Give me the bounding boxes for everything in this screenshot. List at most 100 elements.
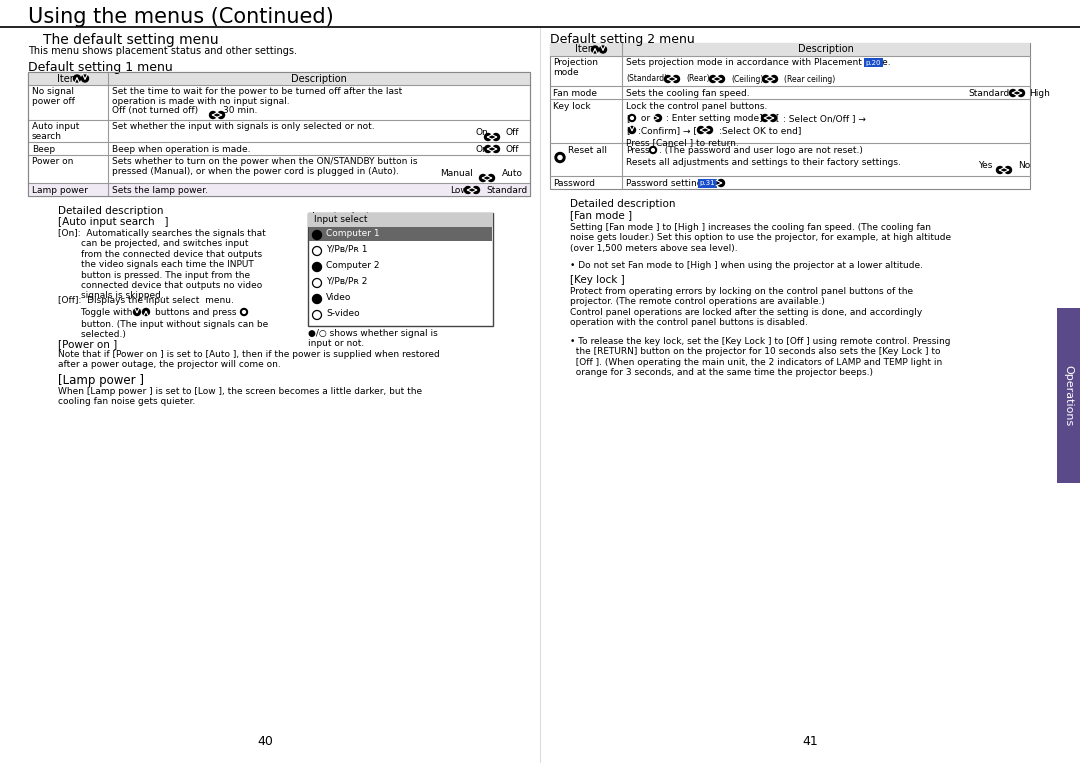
Circle shape <box>599 46 607 53</box>
Text: [Off]:  Displays the Input select  menu.: [Off]: Displays the Input select menu. <box>58 296 234 305</box>
Circle shape <box>312 295 322 304</box>
Circle shape <box>629 114 635 121</box>
FancyBboxPatch shape <box>550 43 1030 56</box>
Circle shape <box>705 127 713 134</box>
FancyBboxPatch shape <box>550 43 1030 189</box>
Circle shape <box>664 76 672 82</box>
Text: Beep: Beep <box>32 145 55 154</box>
Text: Note that if [Power on ] is set to [Auto ], then if the power is supplied when r: Note that if [Power on ] is set to [Auto… <box>58 350 440 369</box>
Text: p.31: p.31 <box>700 181 715 186</box>
Circle shape <box>631 117 633 119</box>
Text: (Standard): (Standard) <box>626 75 667 83</box>
Text: : Enter setting mode] → [: : Enter setting mode] → [ <box>666 114 780 123</box>
Text: Computer 2: Computer 2 <box>326 261 379 270</box>
Text: Key lock: Key lock <box>553 102 591 111</box>
FancyBboxPatch shape <box>28 72 530 85</box>
Text: Standard: Standard <box>486 186 527 195</box>
FancyBboxPatch shape <box>308 213 492 227</box>
Text: [Key lock ]: [Key lock ] <box>570 275 624 285</box>
Text: p.20: p.20 <box>866 60 881 66</box>
Text: Projection
mode: Projection mode <box>553 58 598 77</box>
Text: When [Lamp power ] is set to [Low ], the screen becomes a little darker, but the: When [Lamp power ] is set to [Low ], the… <box>58 387 422 407</box>
FancyBboxPatch shape <box>28 72 530 196</box>
FancyBboxPatch shape <box>309 227 492 241</box>
Text: Low: Low <box>450 186 468 195</box>
Text: Manual: Manual <box>440 169 473 178</box>
Text: • Do not set Fan mode to [High ] when using the projector at a lower altitude.: • Do not set Fan mode to [High ] when us… <box>570 261 923 270</box>
Text: Detailed description: Detailed description <box>58 206 163 216</box>
Text: Sets projection mode in accordance with Placement Style.: Sets projection mode in accordance with … <box>626 58 891 67</box>
Text: buttons and press: buttons and press <box>156 308 237 317</box>
Circle shape <box>243 311 245 314</box>
Text: Sets the lamp power.: Sets the lamp power. <box>112 186 207 195</box>
FancyBboxPatch shape <box>28 183 530 196</box>
Circle shape <box>558 156 562 159</box>
Circle shape <box>485 146 491 153</box>
Text: Computer 1: Computer 1 <box>326 229 380 238</box>
Text: Detailed description: Detailed description <box>570 199 675 209</box>
Circle shape <box>487 175 495 182</box>
Circle shape <box>492 134 499 140</box>
Text: [Fan mode ]: [Fan mode ] <box>570 210 632 220</box>
Text: Press: Press <box>626 146 650 155</box>
FancyBboxPatch shape <box>308 213 492 326</box>
Text: Resets all adjustments and settings to their factory settings.: Resets all adjustments and settings to t… <box>626 158 901 167</box>
Circle shape <box>770 76 778 82</box>
Text: Setting [Fan mode ] to [High ] increases the cooling fan speed. (The cooling fan: Setting [Fan mode ] to [High ] increases… <box>570 223 951 253</box>
Text: Using the menus (Continued): Using the menus (Continued) <box>28 7 334 27</box>
Circle shape <box>592 46 598 53</box>
Text: This menu shows placement status and other settings.: This menu shows placement status and oth… <box>28 46 297 56</box>
Text: Y/Pʙ/Pʀ 1: Y/Pʙ/Pʀ 1 <box>326 245 367 254</box>
Circle shape <box>464 186 472 194</box>
Circle shape <box>210 111 216 118</box>
Circle shape <box>997 166 1003 173</box>
Text: No: No <box>1018 161 1030 170</box>
Circle shape <box>651 149 654 151</box>
Text: Off (not turned off): Off (not turned off) <box>112 106 198 115</box>
Circle shape <box>81 75 89 82</box>
Text: The default setting menu: The default setting menu <box>43 33 218 47</box>
Text: (Ceiling): (Ceiling) <box>731 75 764 83</box>
Circle shape <box>1017 89 1025 96</box>
Text: :Select OK to end]: :Select OK to end] <box>719 126 801 135</box>
Text: Power on: Power on <box>32 157 73 166</box>
Text: S-video: S-video <box>326 309 360 318</box>
Circle shape <box>769 114 777 121</box>
Circle shape <box>1010 89 1016 96</box>
Circle shape <box>1004 166 1012 173</box>
Text: Item: Item <box>57 73 79 83</box>
Text: High: High <box>1029 89 1050 98</box>
Circle shape <box>312 230 322 240</box>
Text: Operations: Operations <box>1064 365 1074 426</box>
Circle shape <box>654 114 661 121</box>
Text: 41: 41 <box>802 735 818 748</box>
Text: 40: 40 <box>257 735 273 748</box>
Text: Auto: Auto <box>502 169 523 178</box>
FancyBboxPatch shape <box>1057 308 1080 483</box>
Circle shape <box>555 153 565 163</box>
Circle shape <box>73 75 81 82</box>
Circle shape <box>717 179 725 186</box>
Text: Lamp power: Lamp power <box>32 186 87 195</box>
Text: Off: Off <box>507 145 519 154</box>
Circle shape <box>312 262 322 272</box>
Text: Yes: Yes <box>978 161 993 170</box>
Text: [On]:  Automatically searches the signals that
        can be projected, and swi: [On]: Automatically searches the signals… <box>58 229 266 301</box>
Text: Input select menu: Input select menu <box>312 212 401 222</box>
Text: Standard: Standard <box>968 89 1009 98</box>
Circle shape <box>761 114 769 121</box>
Text: Password setting: Password setting <box>626 179 702 188</box>
Text: Video: Video <box>326 293 351 302</box>
Text: Sets the cooling fan speed.: Sets the cooling fan speed. <box>626 89 750 98</box>
Text: or: or <box>638 114 653 123</box>
Circle shape <box>673 76 679 82</box>
Circle shape <box>710 76 716 82</box>
Text: Auto input
search: Auto input search <box>32 122 79 141</box>
Text: . (The password and user logo are not reset.): . (The password and user logo are not re… <box>659 146 863 155</box>
Text: Fan mode: Fan mode <box>553 89 597 98</box>
Text: Default setting 1 menu: Default setting 1 menu <box>28 61 173 74</box>
Text: [Lamp power ]: [Lamp power ] <box>58 374 144 387</box>
Text: Toggle with: Toggle with <box>58 308 133 317</box>
Text: Lock the control panel buttons.: Lock the control panel buttons. <box>626 102 768 111</box>
Text: (Rear ceiling): (Rear ceiling) <box>784 75 835 83</box>
